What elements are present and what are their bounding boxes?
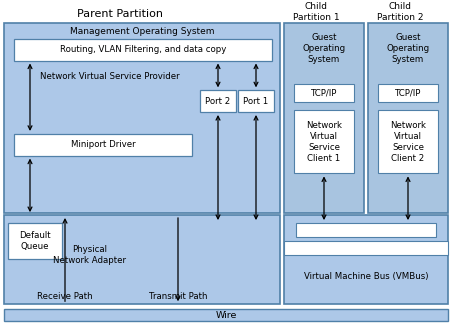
Text: Port 1: Port 1 bbox=[243, 97, 268, 106]
Text: Management Operating System: Management Operating System bbox=[69, 27, 214, 36]
Text: Network
Virtual
Service
Client 1: Network Virtual Service Client 1 bbox=[305, 121, 341, 163]
Text: TCP/IP: TCP/IP bbox=[394, 89, 420, 98]
Bar bbox=[14, 134, 192, 156]
Bar bbox=[283, 215, 447, 304]
Text: Guest
Operating
System: Guest Operating System bbox=[302, 33, 345, 64]
Text: Child
Partition 2: Child Partition 2 bbox=[376, 2, 422, 22]
Bar bbox=[293, 84, 353, 102]
Bar bbox=[283, 241, 447, 255]
Bar bbox=[293, 110, 353, 173]
Bar bbox=[199, 90, 235, 112]
Bar bbox=[4, 23, 279, 213]
Text: Wire: Wire bbox=[215, 311, 236, 320]
Bar bbox=[377, 84, 437, 102]
Bar bbox=[367, 23, 447, 213]
Text: Default
Queue: Default Queue bbox=[19, 231, 51, 251]
Text: Guest
Operating
System: Guest Operating System bbox=[386, 33, 428, 64]
Text: Routing, VLAN Filtering, and data copy: Routing, VLAN Filtering, and data copy bbox=[60, 45, 226, 54]
Bar bbox=[295, 223, 435, 237]
Text: Network
Virtual
Service
Client 2: Network Virtual Service Client 2 bbox=[389, 121, 425, 163]
Text: Port 2: Port 2 bbox=[205, 97, 230, 106]
Bar bbox=[238, 90, 273, 112]
Bar bbox=[14, 39, 272, 61]
Text: Child
Partition 1: Child Partition 1 bbox=[292, 2, 339, 22]
Bar bbox=[8, 223, 62, 259]
Text: Parent Partition: Parent Partition bbox=[77, 9, 163, 19]
Text: Physical
Network Adapter: Physical Network Adapter bbox=[53, 245, 126, 265]
Text: Miniport Driver: Miniport Driver bbox=[70, 140, 135, 149]
Text: Receive Path: Receive Path bbox=[37, 292, 92, 301]
Bar bbox=[283, 23, 363, 213]
Text: Network Virtual Service Provider: Network Virtual Service Provider bbox=[40, 72, 179, 81]
Text: Virtual Machine Bus (VMBus): Virtual Machine Bus (VMBus) bbox=[303, 272, 427, 281]
Bar bbox=[4, 309, 447, 321]
Text: Transmit Path: Transmit Path bbox=[148, 292, 207, 301]
Bar bbox=[4, 215, 279, 304]
Bar bbox=[377, 110, 437, 173]
Text: TCP/IP: TCP/IP bbox=[310, 89, 336, 98]
